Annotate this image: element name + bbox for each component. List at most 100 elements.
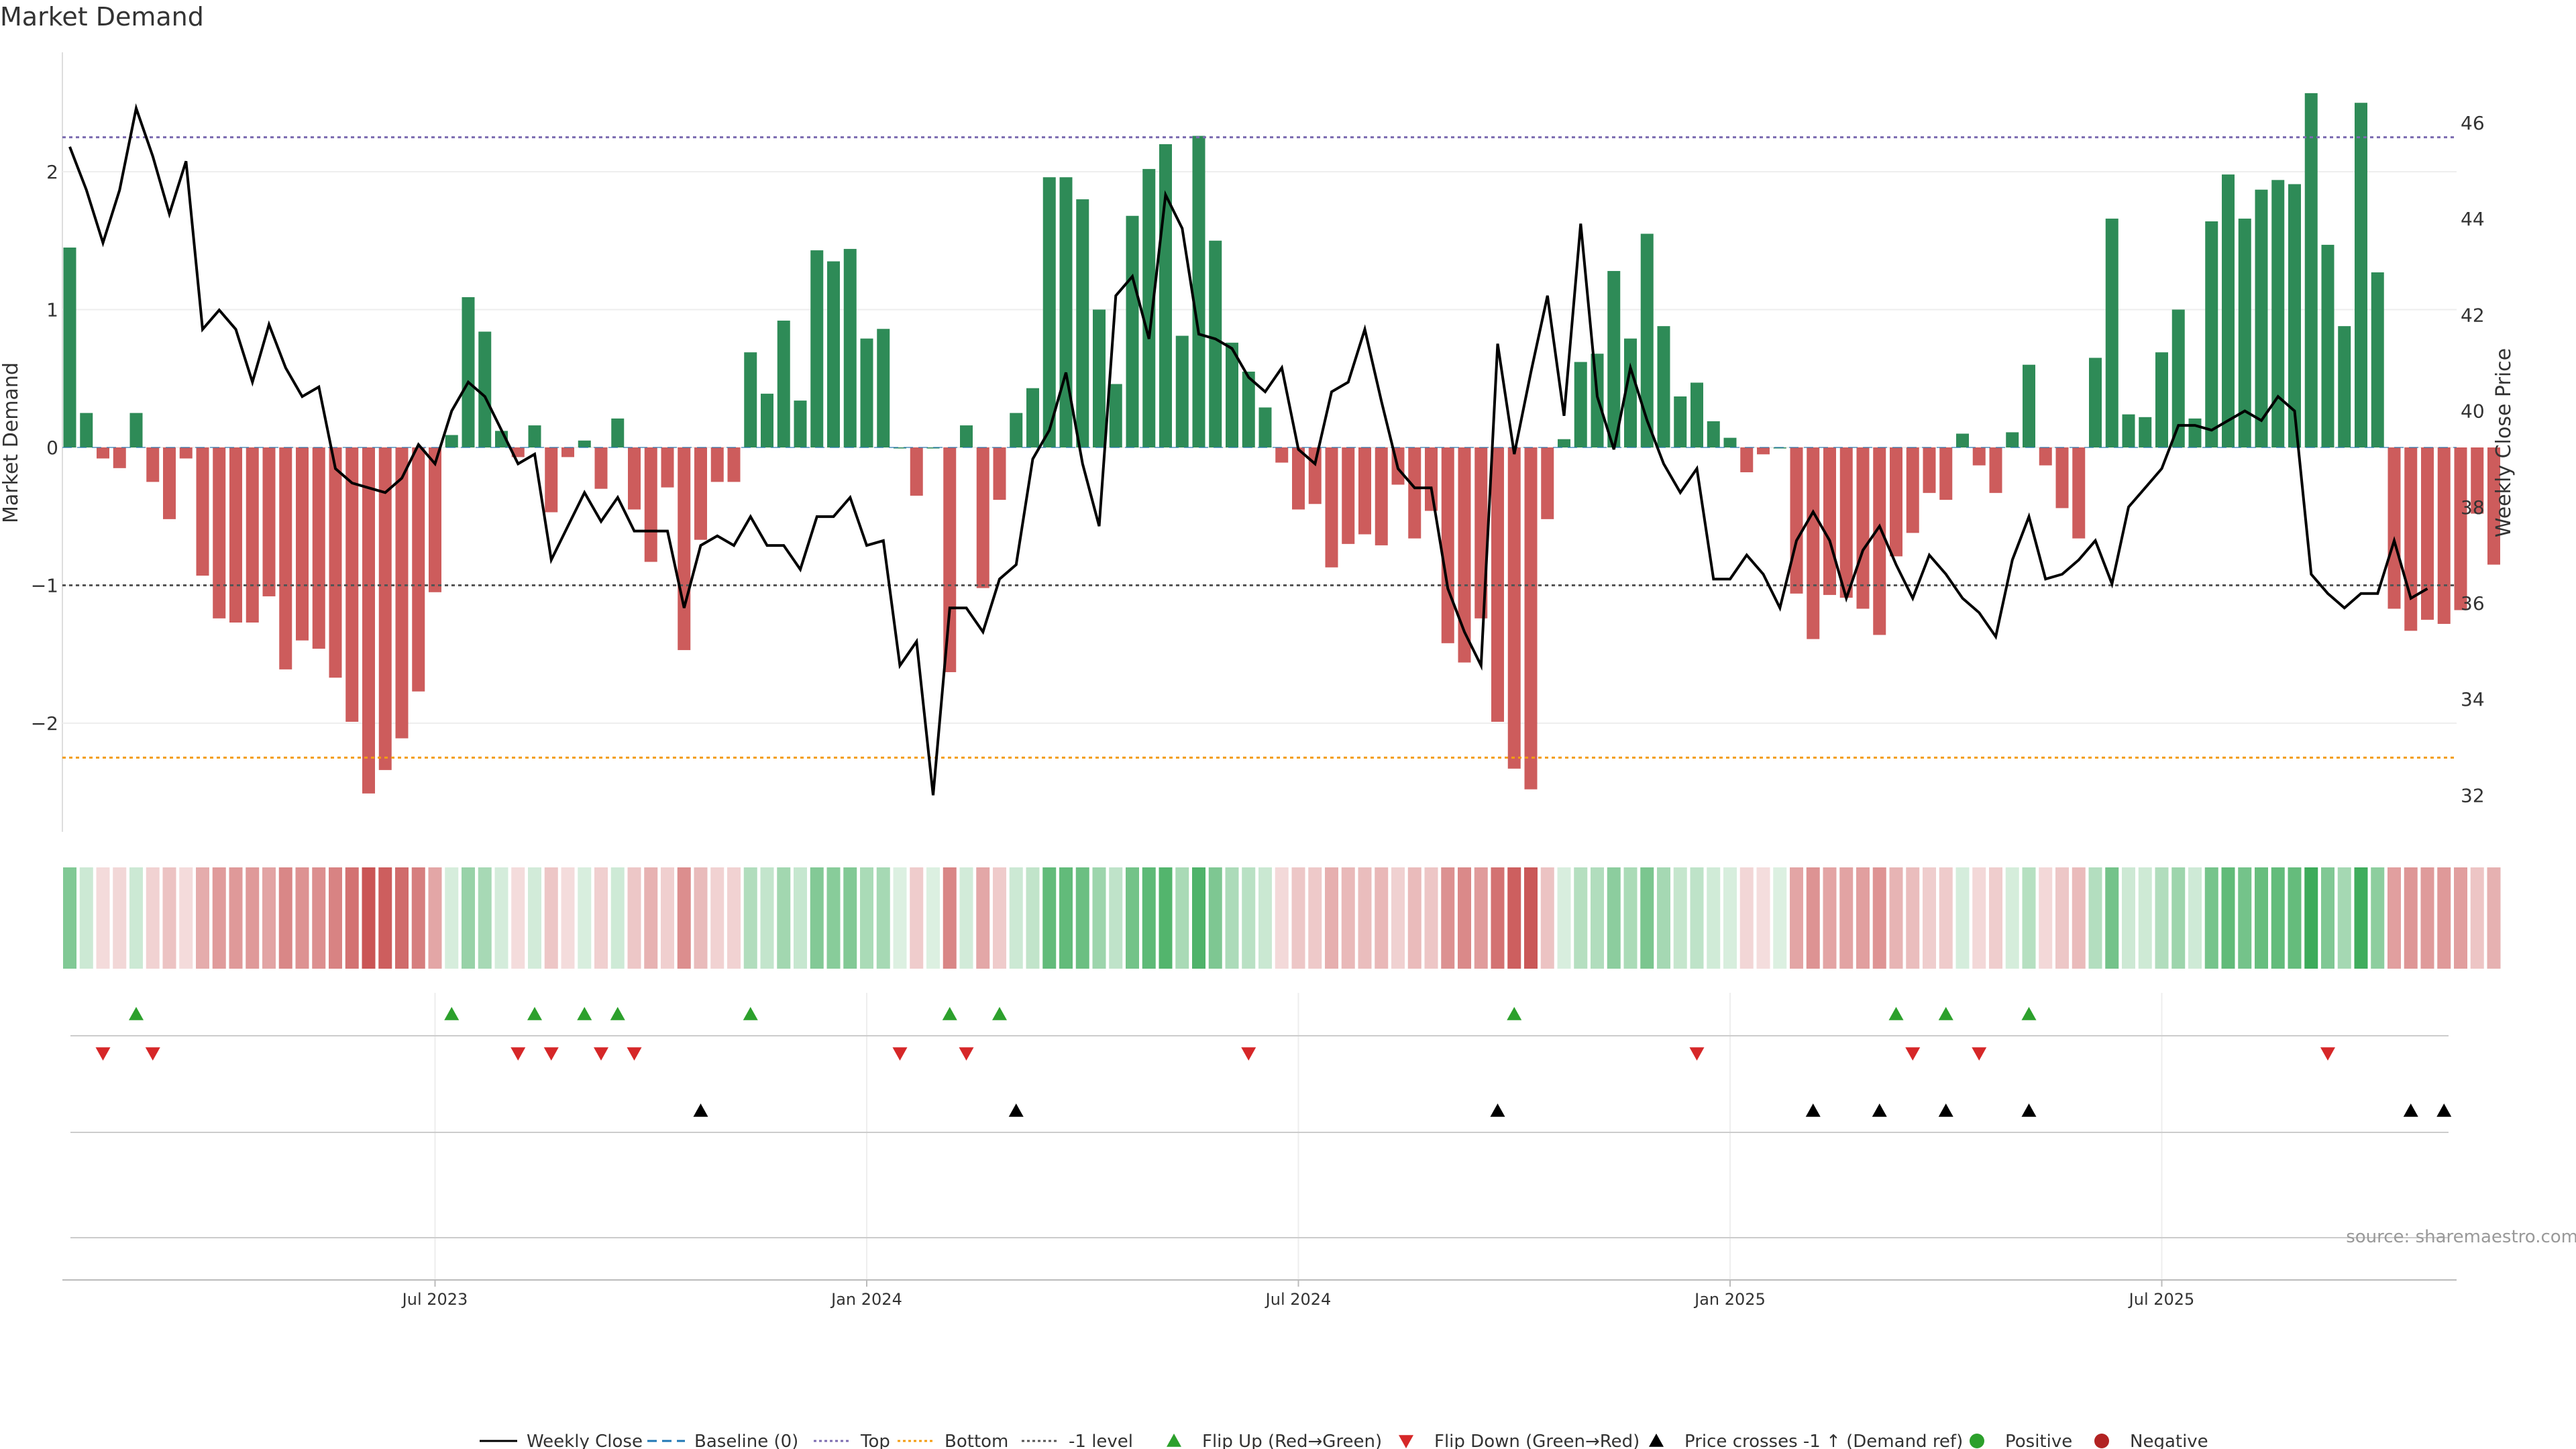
demand-bar: [761, 393, 773, 447]
price-cross-marker: [1490, 1104, 1505, 1117]
heat-cell: [1375, 867, 1389, 969]
heat-cell: [2122, 867, 2135, 969]
demand-bar: [1690, 382, 1703, 447]
heat-cell: [2420, 867, 2434, 969]
heat-cell: [1325, 867, 1338, 969]
flip-down-marker: [145, 1047, 160, 1061]
demand-bar: [1624, 338, 1637, 447]
heat-cell: [1739, 867, 1754, 969]
demand-bar: [1541, 447, 1554, 519]
heat-cell: [212, 867, 226, 969]
heat-cell: [959, 867, 973, 969]
legend-swatch: [2094, 1434, 2109, 1448]
legend-swatch: [1649, 1434, 1664, 1447]
demand-bar: [1142, 168, 1156, 447]
heat-cell: [2437, 867, 2451, 969]
demand-bar: [1325, 447, 1338, 568]
heat-cell: [1175, 867, 1189, 969]
heat-cell: [1690, 867, 1704, 969]
heat-cell: [1591, 867, 1604, 969]
demand-bar: [63, 248, 76, 447]
price-cross-marker: [1872, 1104, 1887, 1117]
heat-cell: [1540, 867, 1554, 969]
demand-bar: [2155, 352, 2168, 447]
demand-bars: [63, 93, 2500, 794]
demand-bar: [1226, 342, 1238, 447]
heat-cell: [727, 867, 741, 969]
demand-bar: [561, 447, 574, 458]
heat-cell: [2221, 867, 2235, 969]
flip-up-marker: [942, 1007, 957, 1020]
heat-cell: [1225, 867, 1239, 969]
heat-cell: [2321, 867, 2334, 969]
demand-bar: [1010, 413, 1023, 447]
heat-cell: [1756, 867, 1770, 969]
demand-bar: [1026, 388, 1039, 447]
demand-bar: [445, 435, 458, 447]
demand-bar: [246, 447, 259, 623]
demand-bar: [1524, 447, 1538, 790]
heat-cell: [2005, 867, 2019, 969]
demand-bar: [1076, 199, 1089, 447]
demand-bar: [694, 447, 707, 540]
heat-cell: [1557, 867, 1571, 969]
demand-bar: [894, 447, 906, 449]
demand-bar: [2139, 417, 2152, 447]
heat-cell: [1059, 867, 1073, 969]
demand-bar: [1441, 447, 1454, 643]
heat-cell: [2022, 867, 2036, 969]
demand-heat-strip: [63, 867, 2501, 969]
heat-cell: [1042, 867, 1057, 969]
heat-cell: [1507, 867, 1521, 969]
demand-bar: [2006, 432, 2019, 447]
demand-bar: [163, 447, 176, 519]
heat-cell: [1673, 867, 1687, 969]
heat-cell: [610, 867, 625, 969]
heat-cell: [2271, 867, 2285, 969]
heat-cell: [1657, 867, 1670, 969]
flip-down-marker: [95, 1047, 111, 1061]
heat-cell: [1192, 867, 1205, 969]
heat-cell: [1790, 867, 1803, 969]
demand-bar: [2288, 184, 2301, 447]
heat-cell: [677, 867, 691, 969]
demand-bar: [1474, 447, 1488, 619]
flip-down-marker: [2320, 1047, 2335, 1061]
heat-cell: [96, 867, 110, 969]
heat-cell: [810, 867, 824, 969]
legend-label: Baseline (0): [694, 1432, 798, 1449]
demand-bar: [2371, 272, 2384, 447]
heat-cell: [1407, 867, 1421, 969]
demand-bar: [777, 320, 790, 447]
weekly-close-line: [68, 103, 2428, 796]
heat-cell: [511, 867, 525, 969]
demand-bar: [1657, 326, 1670, 447]
demand-bar: [2105, 218, 2118, 447]
demand-bar: [1192, 136, 1205, 447]
demand-bar: [628, 447, 641, 510]
demand-bar: [329, 447, 342, 678]
heat-cell: [329, 867, 342, 969]
heat-cell: [1806, 867, 1820, 969]
heat-cell: [1872, 867, 1886, 969]
legend-swatch: [1399, 1435, 1413, 1448]
y-axis-ticks: 2 1 0 −1 −2: [31, 161, 58, 735]
demand-bar: [429, 447, 441, 592]
demand-bar: [993, 447, 1006, 500]
demand-bar: [1209, 240, 1222, 447]
price-cross-marker: [2403, 1104, 2418, 1117]
demand-bar: [594, 447, 608, 489]
heat-cell: [1972, 867, 1986, 969]
price-cross-marker: [1008, 1104, 1024, 1117]
demand-bar: [2338, 326, 2351, 447]
legend-label: Negative: [2130, 1432, 2208, 1449]
demand-bar: [1839, 447, 1853, 598]
flip-up-marker: [610, 1007, 625, 1020]
demand-bar: [1740, 447, 1754, 472]
demand-bar: [279, 447, 292, 669]
y-tick-label: −2: [31, 712, 58, 735]
demand-bar: [578, 440, 591, 447]
demand-bar: [2055, 447, 2069, 508]
flip-down-marker: [1241, 1047, 1256, 1061]
